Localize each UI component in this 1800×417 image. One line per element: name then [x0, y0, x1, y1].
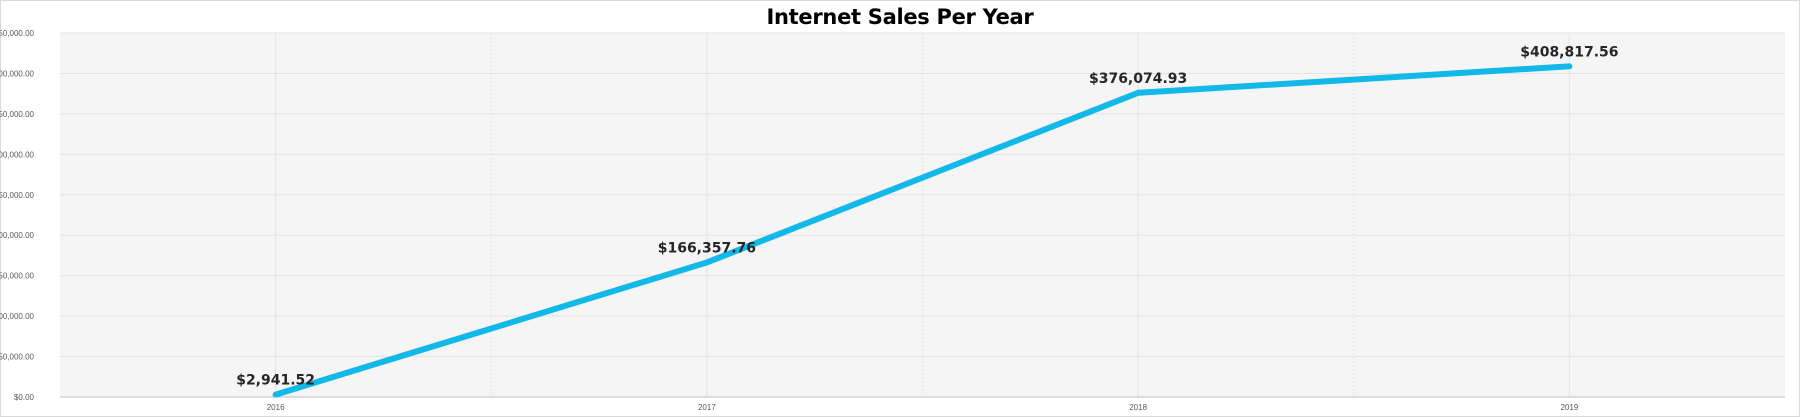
- y-tick-label: $200,000.00: [0, 231, 35, 240]
- x-axis: 2016 2017 2018 2019: [267, 403, 1579, 412]
- grid-lines: [60, 32, 1785, 398]
- y-axis: $0.00 $50,000.00 $100,000.00 $150,000.00 $20…: [0, 29, 35, 402]
- series-layer: [272, 63, 1573, 398]
- data-labels: $2,941.52 $166,357.76 $376,074.93 $408,817.…: [236, 44, 1618, 388]
- x-tick-label: 2019: [1560, 403, 1578, 412]
- y-tick-label: $0.00: [14, 393, 35, 402]
- y-tick-label: $400,000.00: [0, 69, 35, 78]
- y-tick-label: $350,000.00: [0, 110, 35, 119]
- x-tick-label: 2018: [1129, 403, 1147, 412]
- y-tick-label: $250,000.00: [0, 191, 35, 200]
- data-label: $166,357.76: [658, 240, 756, 256]
- x-tick-label: 2016: [267, 403, 285, 412]
- y-tick-label: $300,000.00: [0, 150, 35, 159]
- series-line: [272, 63, 1573, 398]
- y-tick-label: $150,000.00: [0, 272, 35, 281]
- y-tick-label: $450,000.00: [0, 29, 35, 38]
- x-tick-label: 2017: [698, 403, 716, 412]
- y-tick-label: $50,000.00: [0, 353, 35, 362]
- data-label: $376,074.93: [1089, 71, 1187, 87]
- data-label: $408,817.56: [1520, 44, 1618, 60]
- y-tick-label: $100,000.00: [0, 312, 35, 321]
- data-label: $2,941.52: [236, 373, 315, 389]
- chart-title: Internet Sales Per Year: [766, 5, 1034, 29]
